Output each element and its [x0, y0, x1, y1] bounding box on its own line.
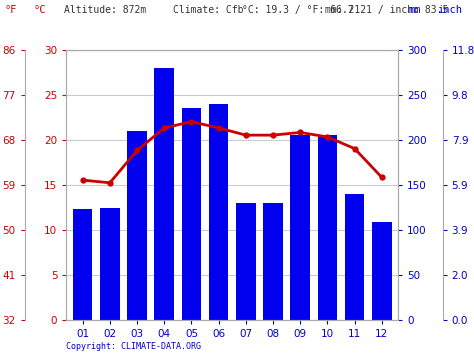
- Bar: [73, 209, 92, 320]
- Text: mm: 2121 / inch: 83.5: mm: 2121 / inch: 83.5: [325, 5, 448, 15]
- Bar: [291, 135, 310, 320]
- Bar: [345, 193, 365, 320]
- Text: Climate: Cfb: Climate: Cfb: [173, 5, 244, 15]
- Bar: [236, 203, 255, 320]
- Text: Altitude: 872m: Altitude: 872m: [64, 5, 146, 15]
- Bar: [155, 68, 174, 320]
- Bar: [100, 208, 119, 320]
- Bar: [318, 135, 337, 320]
- Text: °C: 19.3 / °F: 66.7: °C: 19.3 / °F: 66.7: [242, 5, 353, 15]
- Bar: [182, 108, 201, 320]
- Bar: [128, 131, 147, 320]
- Text: °F: °F: [5, 5, 17, 15]
- Text: °C: °C: [33, 5, 46, 15]
- Text: inch: inch: [437, 5, 462, 15]
- Bar: [209, 104, 228, 320]
- Bar: [263, 203, 283, 320]
- Text: mm: mm: [409, 5, 421, 15]
- Bar: [372, 222, 392, 320]
- Text: Copyright: CLIMATE-DATA.ORG: Copyright: CLIMATE-DATA.ORG: [66, 343, 201, 351]
